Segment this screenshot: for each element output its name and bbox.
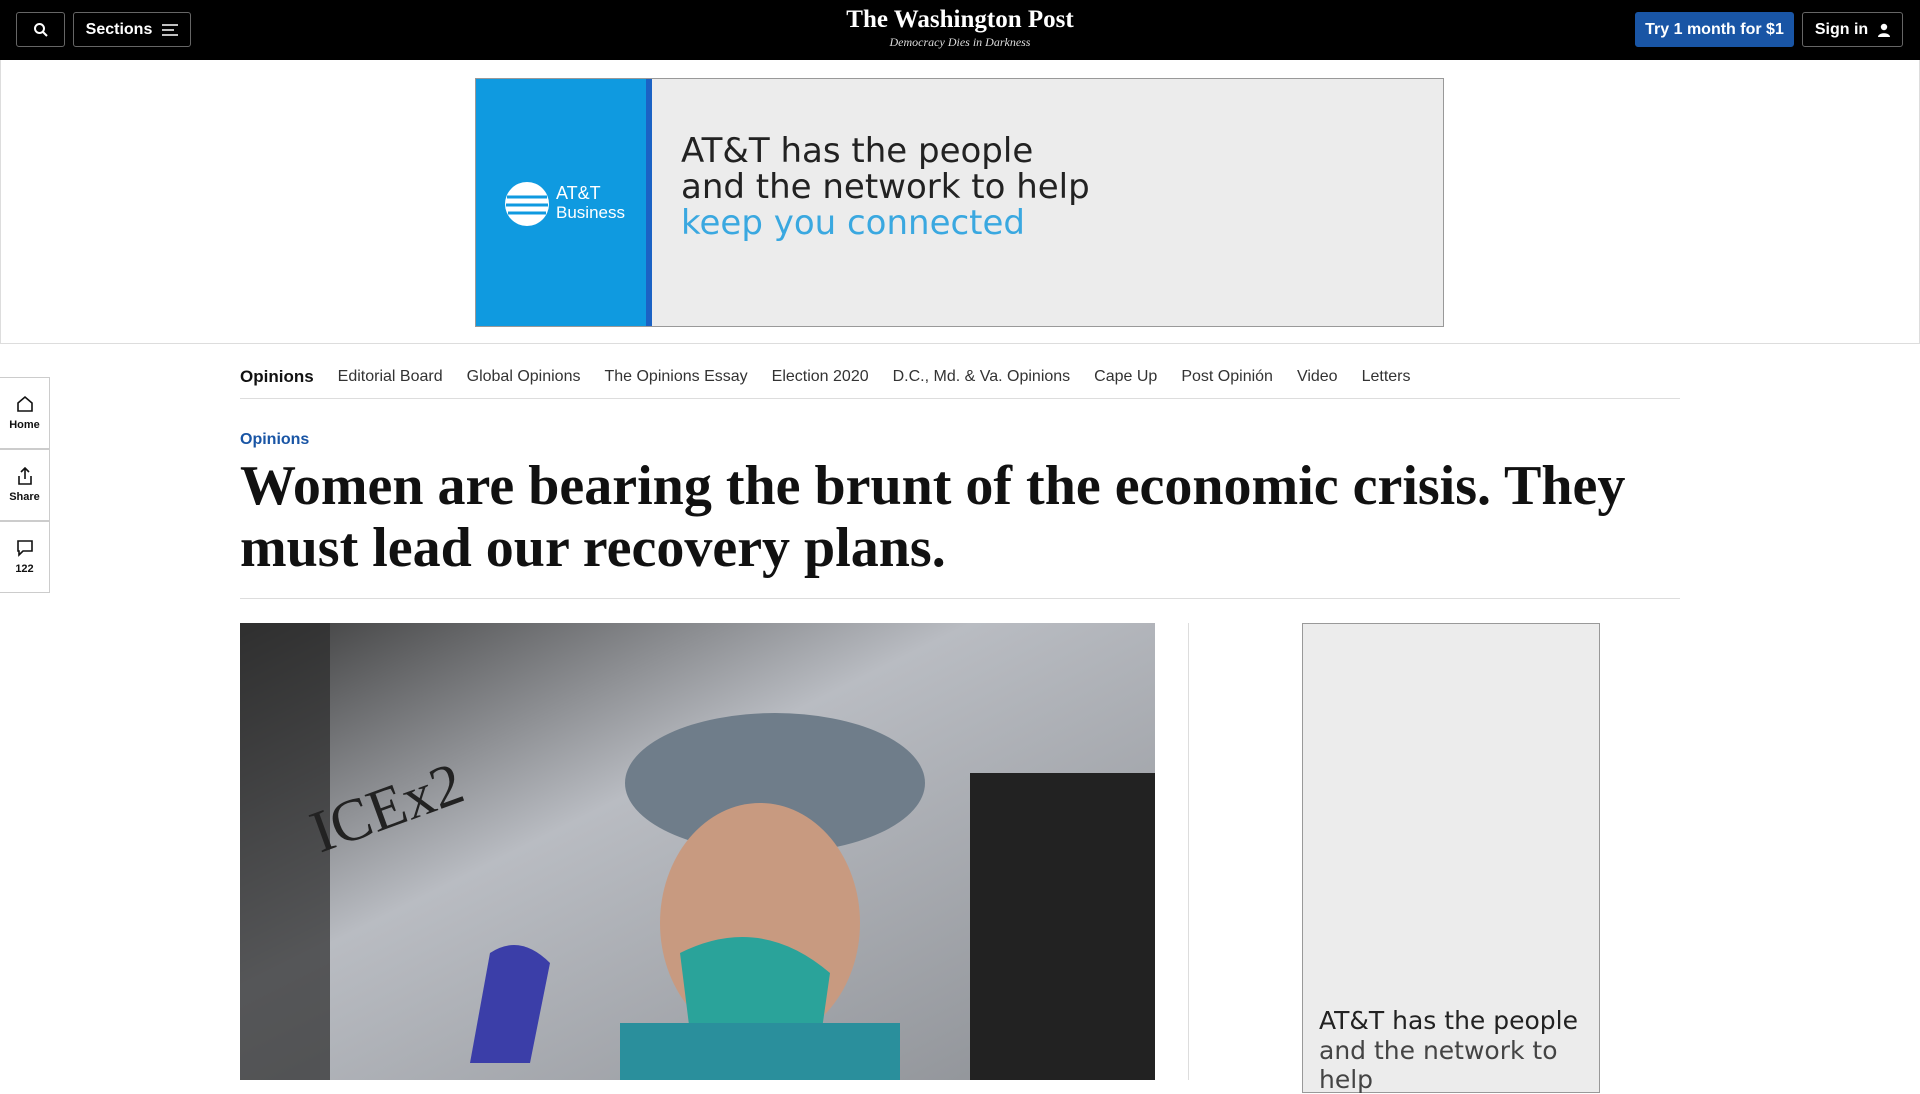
search-icon [33,22,48,37]
rail-label: 122 [15,563,34,575]
menu-icon [162,23,179,36]
headline: Women are bearing the brunt of the econo… [240,455,1626,579]
nav-link[interactable]: Cape Up [1094,368,1158,385]
ad-line: and the network to help [681,167,1090,207]
section-nav: Opinions Editorial Board Global Opinions Th… [240,356,1680,399]
rail-label: Share [9,491,40,503]
nav-link[interactable]: The Opinions Essay [604,368,748,385]
att-globe [505,182,549,226]
nav-link[interactable]: Post Opinión [1181,368,1273,385]
ad-line: AT&T has the people [681,131,1034,171]
sign-in-label: Sign in [1814,20,1869,38]
nav-link[interactable]: Video [1296,368,1338,385]
nav-link[interactable]: Election 2020 [771,368,869,385]
search-button[interactable] [16,12,65,47]
rail-label: Home [9,419,40,431]
home-icon [16,395,33,412]
ad-brand: AT&T [556,183,601,203]
sections-button[interactable]: Sections [73,12,191,47]
nav-link[interactable]: Letters [1361,368,1411,385]
subscribe-label: Try 1 month for $1 [1645,20,1784,38]
sections-label: Sections [85,20,153,38]
side-ad[interactable]: AT&T has the people and the network to h… [1302,623,1600,1094]
divider [240,598,1680,599]
nav-link[interactable]: Editorial Board [337,368,443,385]
subscribe-button[interactable]: Try 1 month for $1 [1635,12,1794,47]
share-icon [17,467,32,485]
ad-brand-panel: AT&T Business [476,79,652,326]
nav-link[interactable]: D.C., Md. & Va. Opinions [892,368,1071,385]
logo[interactable]: The Washington Post [846,6,1074,33]
ad-brand-sub: Business [556,203,625,222]
nav-link[interactable]: Opinions [240,367,314,386]
lead-photo: ICEx2 [240,623,1155,1080]
nav-link[interactable]: Global Opinions [466,368,581,385]
top-bar: Sections The Washington Post Democracy D… [0,0,1920,60]
kicker[interactable]: Opinions [240,431,310,448]
sign-in-button[interactable]: Sign in [1802,12,1903,47]
side-ad-line: AT&T has the people [1319,1006,1578,1035]
rail-share[interactable]: Share [0,449,50,521]
comment-icon [16,540,33,557]
banner-ad[interactable]: AT&T Business AT&T has the people and th… [475,78,1444,327]
rail-home[interactable]: Home [0,377,50,449]
side-ad-line: and the network to help [1319,1036,1558,1094]
column-divider [1188,623,1189,1080]
user-icon [1878,23,1891,37]
rail-comments[interactable]: 122 [0,521,50,593]
ad-line: keep you connected [681,203,1026,243]
tagline: Democracy Dies in Darkness [889,35,1031,49]
